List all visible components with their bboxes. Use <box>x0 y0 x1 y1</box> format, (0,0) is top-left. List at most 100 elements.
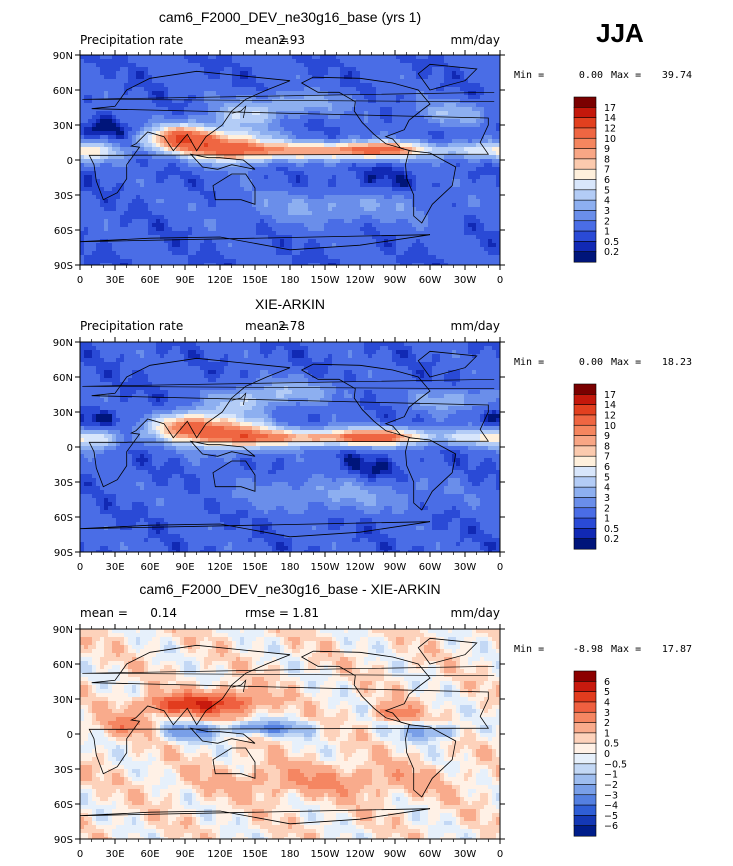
coastline-detail <box>231 679 247 693</box>
colorbar-box <box>573 517 597 529</box>
coastline-1 <box>88 644 490 775</box>
coastline-3 <box>405 724 457 798</box>
min-value: -8.98 <box>573 644 603 655</box>
colorbar-label: 10 <box>604 134 616 145</box>
colorbar-box <box>573 137 597 150</box>
units-label: mm/day <box>451 606 501 620</box>
coastline-detail <box>82 378 495 390</box>
colorbar-box <box>573 168 597 180</box>
x-tick-label: 30W <box>454 562 477 573</box>
colorbar-label: −1 <box>604 770 618 781</box>
colorbar-label: 8 <box>604 441 610 452</box>
colorbar-label: 3 <box>604 206 610 217</box>
colorbar-box <box>573 445 597 457</box>
colorbar-label: 0.5 <box>604 237 619 248</box>
units-label: mm/day <box>451 33 501 47</box>
mean-label: mean= <box>245 33 289 47</box>
colorbar-label: 5 <box>604 687 610 698</box>
x-tick-label: 180 <box>280 562 299 573</box>
y-tick-label: 90N <box>53 338 73 349</box>
colorbar-box <box>573 528 597 540</box>
x-tick-label: 60W <box>419 562 442 573</box>
colorbar-box <box>573 466 597 478</box>
y-tick-label: 60S <box>54 513 73 524</box>
colorbar-label: 3 <box>604 708 610 719</box>
coastline-7 <box>189 440 256 457</box>
y-tick-label: 30N <box>53 121 73 132</box>
coastline-2 <box>300 76 431 152</box>
colorbar-label: 12 <box>604 123 616 134</box>
max-label: Max = <box>611 70 641 81</box>
x-tick-label: 30W <box>454 849 477 860</box>
colorbar-label: 4 <box>604 196 610 207</box>
x-tick-label: 90E <box>175 849 194 860</box>
y-tick-label: 60S <box>54 226 73 237</box>
colorbar-label: 4 <box>604 483 610 494</box>
units-label: mm/day <box>451 319 501 333</box>
colorbar-box <box>573 701 597 713</box>
colorbar-box <box>573 251 597 263</box>
min-value: 0.00 <box>579 70 603 81</box>
colorbar-label: 2 <box>604 718 610 729</box>
colorbar-box <box>573 96 597 108</box>
colorbar-box <box>573 784 597 796</box>
coastline-2 <box>300 650 431 726</box>
colorbar-label: 3 <box>604 493 610 504</box>
y-tick-label: 90S <box>54 835 73 846</box>
x-tick-label: 60W <box>419 275 442 286</box>
variable-label: Precipitation rate <box>80 33 183 47</box>
x-tick-label: 150E <box>242 562 267 573</box>
coastline-5 <box>417 637 478 665</box>
colorbar-label: 8 <box>604 154 610 165</box>
colorbar-box <box>573 158 597 170</box>
colorbar-label: 6 <box>604 175 610 186</box>
colorbar-box <box>573 476 597 488</box>
colorbar-label: 7 <box>604 165 610 176</box>
coastline-1 <box>88 70 490 201</box>
coastline-detail <box>82 665 495 677</box>
x-tick-label: 60E <box>140 275 159 286</box>
x-tick-label: 120E <box>207 275 232 286</box>
colorbar-box <box>573 404 597 416</box>
x-tick-label: 150W <box>311 849 340 860</box>
coastline-6 <box>80 234 431 265</box>
x-tick-label: 30E <box>105 275 124 286</box>
variable-label: Precipitation rate <box>80 319 183 333</box>
coastline-7 <box>189 727 256 744</box>
colorbar-label: 14 <box>604 400 616 411</box>
colorbar-label: 7 <box>604 452 610 463</box>
max-label: Max = <box>611 357 641 368</box>
mean-value: 0.14 <box>150 606 177 620</box>
mean-label: mean = <box>80 606 128 620</box>
colorbar-box <box>573 507 597 519</box>
max-value: 39.74 <box>662 70 692 81</box>
x-tick-label: 60W <box>419 849 442 860</box>
colorbar-box <box>573 486 597 498</box>
mean-value: 2.93 <box>278 33 305 47</box>
coastline-detail <box>231 392 247 406</box>
colorbar-label: −5 <box>604 811 618 822</box>
y-tick-label: 90N <box>53 625 73 636</box>
colorbar-box <box>573 794 597 806</box>
y-tick-label: 60N <box>53 86 73 97</box>
x-tick-label: 120W <box>346 275 375 286</box>
x-tick-label: 150E <box>242 275 267 286</box>
y-tick-label: 30N <box>53 695 73 706</box>
coastline-5 <box>417 63 478 91</box>
x-tick-label: 150W <box>311 275 340 286</box>
colorbar-box <box>573 424 597 437</box>
colorbar-label: 0 <box>604 749 610 760</box>
colorbar-label: 17 <box>604 103 616 114</box>
colorbar-label: 4 <box>604 697 610 708</box>
colorbar-box <box>573 199 597 211</box>
x-tick-label: 90W <box>384 562 407 573</box>
colorbar-box <box>573 435 597 447</box>
coastline-4 <box>212 460 256 492</box>
colorbar-label: 5 <box>604 472 610 483</box>
colorbar-box <box>573 753 597 765</box>
y-tick-label: 30S <box>54 478 73 489</box>
rmse-value: 1.81 <box>292 606 319 620</box>
